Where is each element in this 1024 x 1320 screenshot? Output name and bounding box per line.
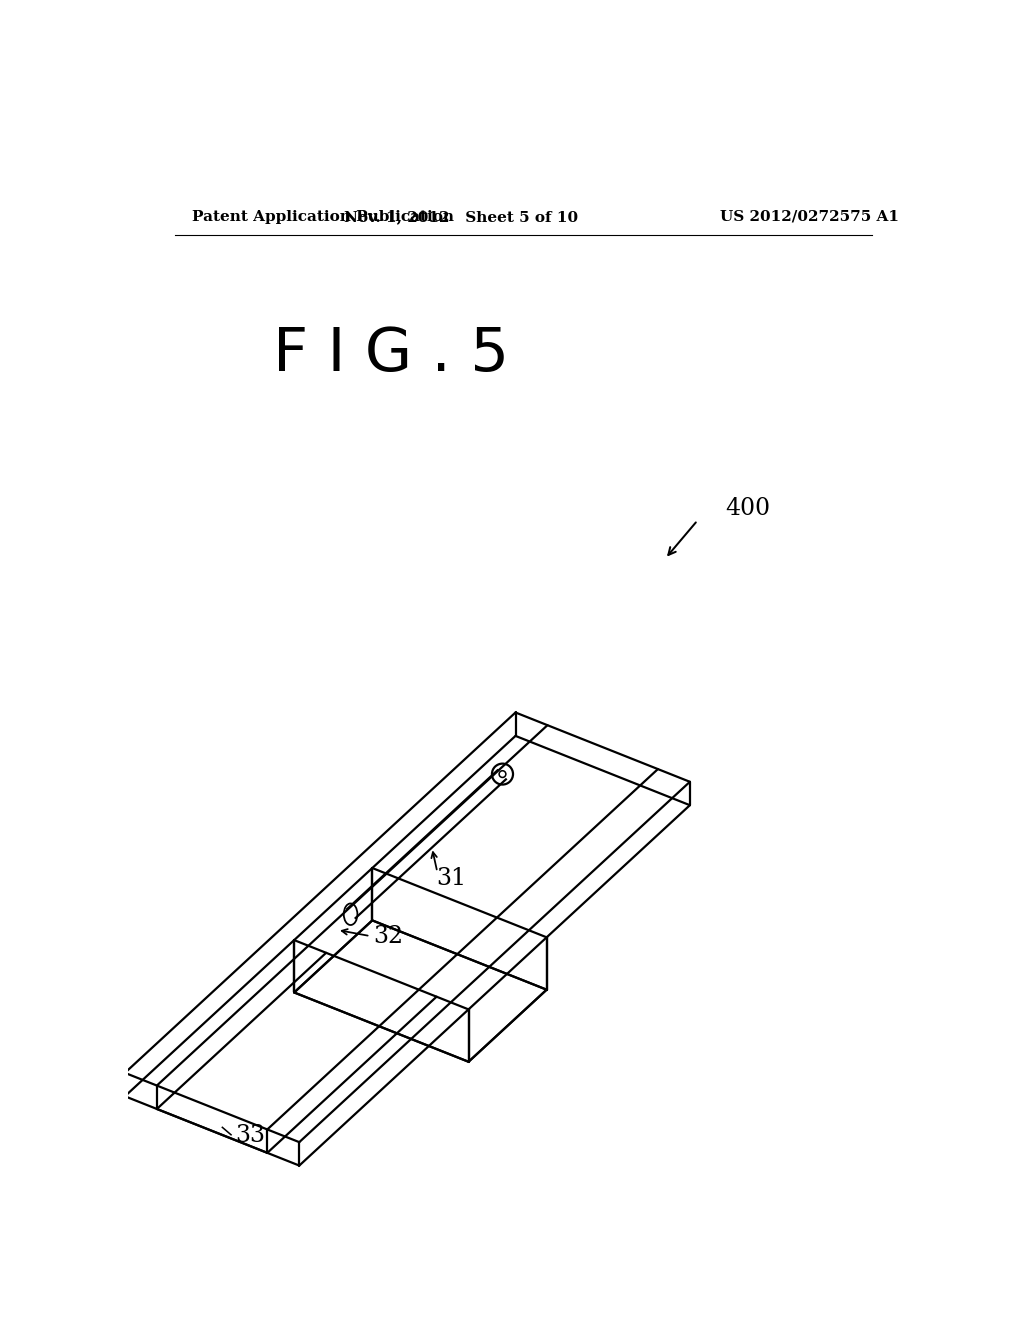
Text: F I G . 5: F I G . 5 — [273, 325, 510, 384]
Text: 32: 32 — [374, 925, 403, 948]
Text: 400: 400 — [725, 498, 770, 520]
Text: 33: 33 — [236, 1125, 265, 1147]
Text: US 2012/0272575 A1: US 2012/0272575 A1 — [721, 210, 899, 224]
Text: Nov. 1, 2012   Sheet 5 of 10: Nov. 1, 2012 Sheet 5 of 10 — [344, 210, 579, 224]
Text: 31: 31 — [436, 867, 466, 890]
Text: Patent Application Publication: Patent Application Publication — [191, 210, 454, 224]
